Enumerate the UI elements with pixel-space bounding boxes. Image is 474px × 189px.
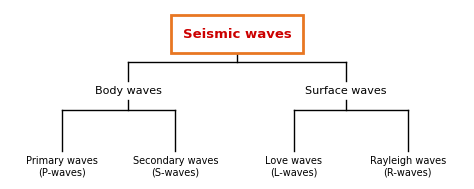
Text: Rayleigh waves
(R-waves): Rayleigh waves (R-waves)	[370, 156, 446, 177]
FancyBboxPatch shape	[171, 15, 303, 53]
Text: Surface waves: Surface waves	[305, 86, 387, 96]
Text: Love waves
(L-waves): Love waves (L-waves)	[265, 156, 322, 177]
Text: Secondary waves
(S-waves): Secondary waves (S-waves)	[133, 156, 218, 177]
Text: Primary waves
(P-waves): Primary waves (P-waves)	[26, 156, 98, 177]
Text: Body waves: Body waves	[94, 86, 162, 96]
Text: Seismic waves: Seismic waves	[182, 28, 292, 40]
